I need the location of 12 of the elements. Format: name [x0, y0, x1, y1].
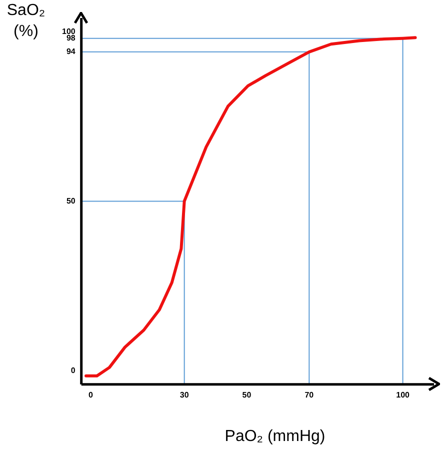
- x-tick-label: 0: [88, 390, 94, 400]
- x-tick-label: 30: [180, 390, 190, 400]
- y-tick-label: 100: [62, 26, 76, 36]
- x-axis-title: PaO₂ (mmHg): [224, 428, 326, 446]
- x-tick-label: 70: [304, 390, 314, 400]
- y-tick-label: 98: [66, 34, 76, 43]
- x-tick-label: 100: [396, 390, 410, 400]
- x-tick-label: 50: [242, 390, 252, 400]
- y-axis-title: SaO₂ (%): [6, 1, 46, 42]
- y-tick-label: 50: [66, 196, 76, 206]
- y-tick-label: 0: [70, 366, 76, 376]
- y-tick-label: 94: [66, 47, 76, 56]
